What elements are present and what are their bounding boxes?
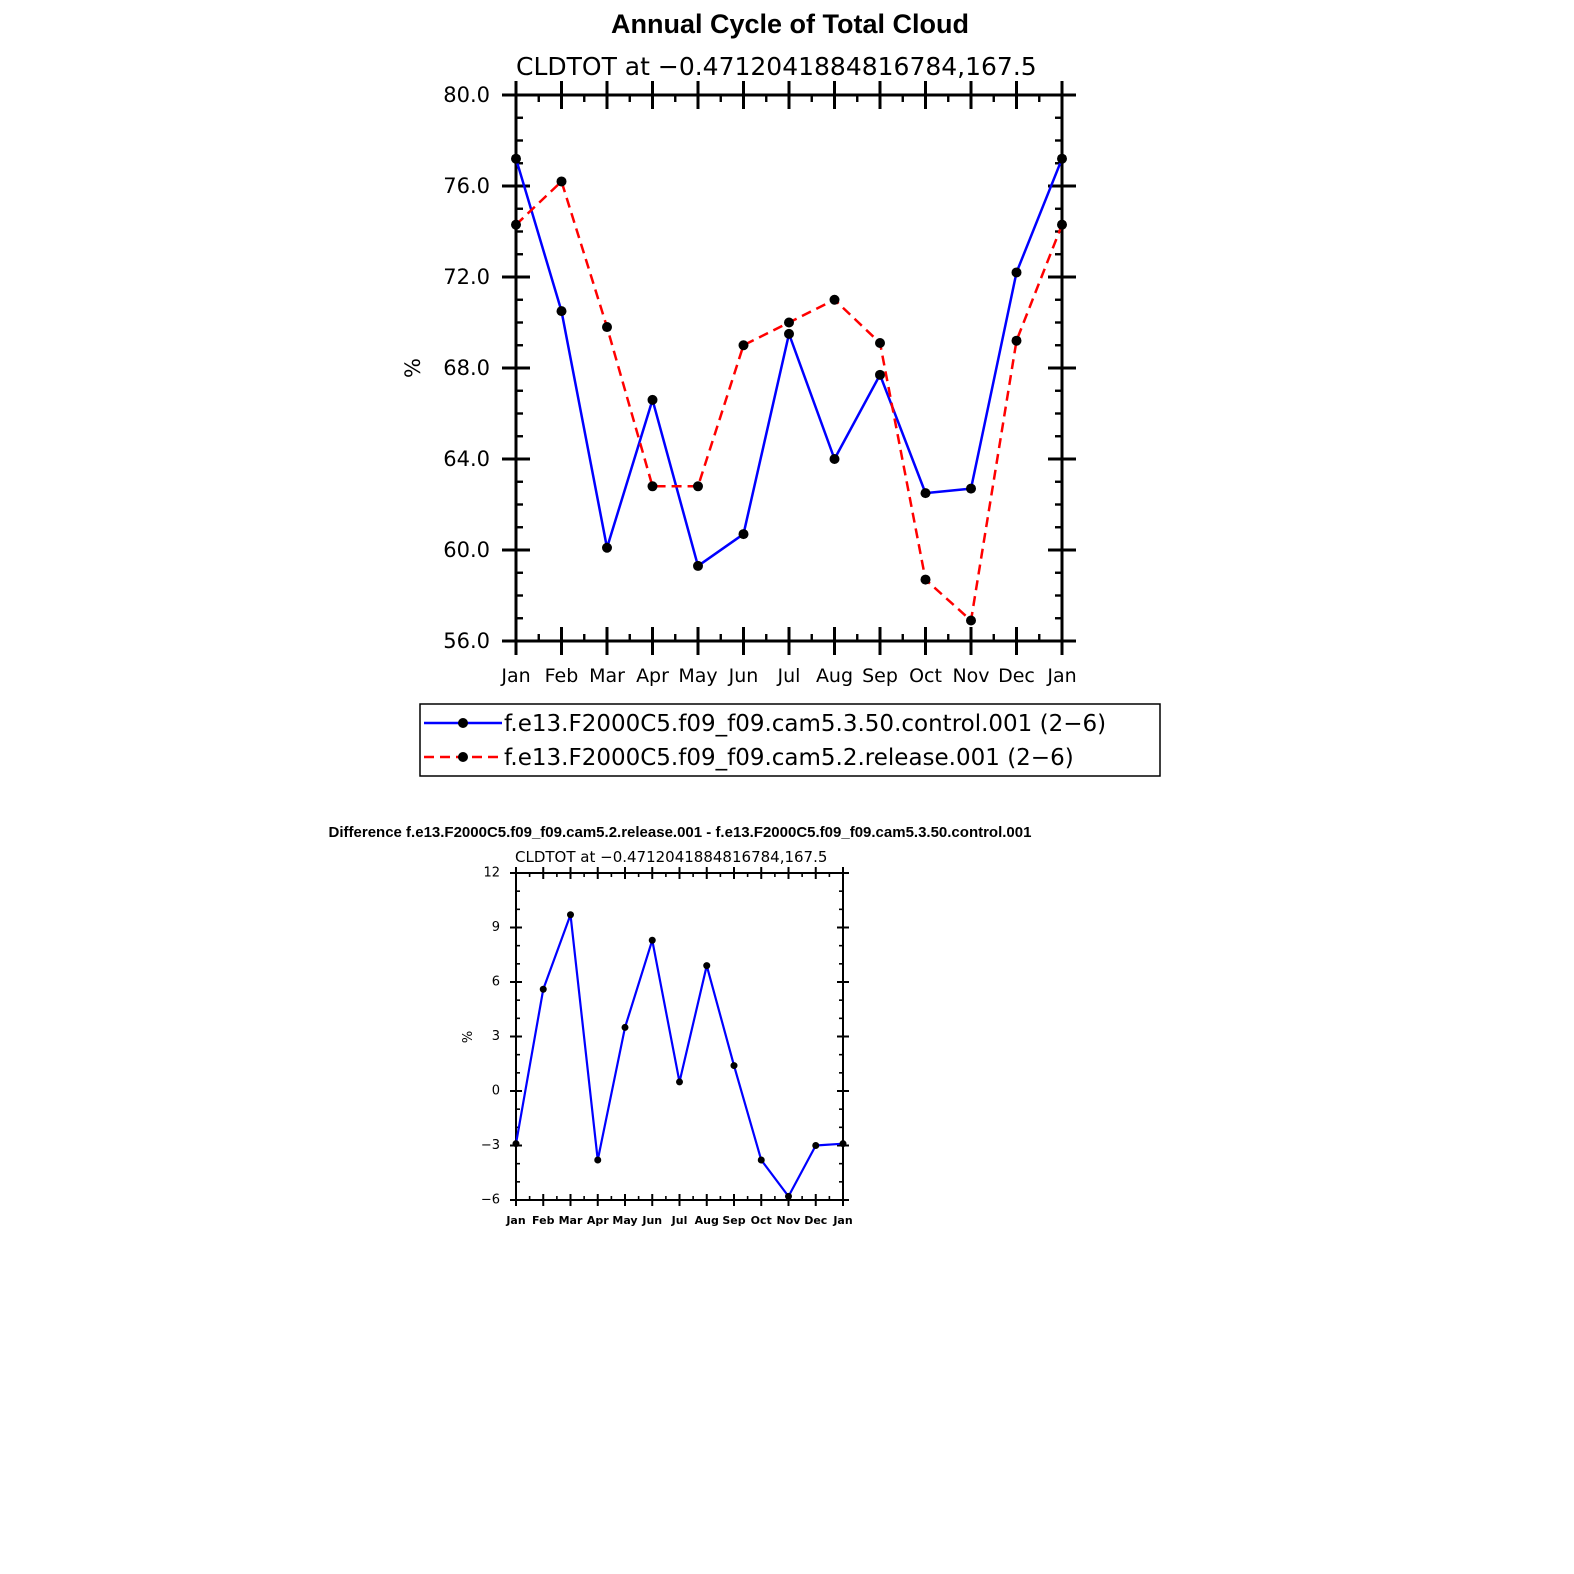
x-tick-label: Jan <box>832 1214 852 1227</box>
series-2-point <box>511 219 521 230</box>
y-tick-label: 60.0 <box>443 538 490 562</box>
series-1-point <box>784 328 794 339</box>
series-2-line <box>515 180 1064 622</box>
x-tick-label: Apr <box>636 665 669 687</box>
legend-label-series-2: f.e13.F2000C5.f09_f09.cam5.2.release.001… <box>504 745 1074 771</box>
series-1-point <box>567 911 574 919</box>
chart2-ylabel: % <box>461 1031 476 1043</box>
series-1-point <box>539 985 547 993</box>
x-tick-label: Apr <box>587 1214 609 1227</box>
y-tick-label: 56.0 <box>443 629 490 653</box>
series-1-point <box>1011 267 1022 278</box>
x-tick-label: Jul <box>671 1214 688 1227</box>
x-tick-label: Dec <box>804 1214 827 1227</box>
x-tick-label: Jul <box>777 665 801 687</box>
series-1-point <box>966 483 976 494</box>
legend-label-series-1: f.e13.F2000C5.f09_f09.cam5.3.50.control.… <box>504 711 1106 737</box>
series-1-point <box>648 936 656 944</box>
series-2-point <box>784 317 794 328</box>
series-1-point <box>1057 153 1067 164</box>
x-tick-label: Oct <box>751 1214 772 1227</box>
series-1-line <box>514 913 844 1198</box>
y-tick-label: 0 <box>492 1084 500 1099</box>
chart2-title: Difference f.e13.F2000C5.f09_f09.cam5.2.… <box>329 824 1032 841</box>
x-tick-label: Feb <box>545 665 579 687</box>
chart1-legend: f.e13.F2000C5.f09_f09.cam5.3.50.control.… <box>419 703 1161 777</box>
series-1-point <box>730 1062 738 1070</box>
series-1-line <box>514 158 1064 568</box>
series-2-point <box>920 574 931 585</box>
x-tick-label: Nov <box>777 1214 802 1227</box>
series-1-point <box>812 1142 820 1149</box>
chart1-ylabel: % <box>401 358 425 378</box>
series-1-point <box>829 454 840 464</box>
x-tick-label: Mar <box>589 665 625 687</box>
series-2-point <box>1011 335 1022 346</box>
series-2-point <box>602 322 612 333</box>
series-2-point <box>556 176 567 187</box>
series-1-point <box>738 529 749 540</box>
x-tick-label: Aug <box>695 1214 719 1227</box>
x-tick-label: Jun <box>641 1214 662 1227</box>
x-tick-label: May <box>678 665 717 687</box>
series-2-point <box>738 340 749 351</box>
series-2-point <box>875 337 885 348</box>
chart2-subtitle: CLDTOT at −0.4712041884816784,167.5 <box>515 848 827 866</box>
x-tick-label: Jan <box>500 665 530 687</box>
y-tick-label: 6 <box>492 975 500 990</box>
series-1-point <box>602 542 612 553</box>
y-tick-label: 68.0 <box>443 356 490 380</box>
chart1-subtitle: CLDTOT at −0.4712041884816784,167.5 <box>516 52 1037 81</box>
x-tick-label: Sep <box>862 665 898 687</box>
plot-frame <box>515 872 844 1201</box>
y-tick-label: 76.0 <box>443 174 490 198</box>
series-2-point <box>647 481 658 492</box>
series-1-point <box>839 1140 847 1148</box>
series-1-point <box>594 1156 602 1164</box>
series-2-point <box>966 615 976 626</box>
series-1-point <box>785 1192 792 1200</box>
x-tick-label: Jan <box>505 1214 525 1227</box>
y-tick-label: 80.0 <box>443 83 490 107</box>
x-tick-label: Oct <box>909 665 942 687</box>
x-tick-label: Mar <box>559 1214 583 1227</box>
series-1-point <box>703 962 711 970</box>
y-tick-label: −6 <box>481 1193 500 1208</box>
plot-frame <box>514 93 1064 643</box>
y-tick-label: −3 <box>481 1138 500 1153</box>
series-1-point <box>556 306 567 317</box>
chart1-plot: 80.0 76.0 72.0 68.0 64.0 60.0 56.0 Jan Feb Mar Apr… <box>443 81 1077 687</box>
series-1-point <box>512 1140 520 1148</box>
series-1-point <box>920 488 931 499</box>
legend-marker-series-2 <box>458 752 468 762</box>
series-1-point <box>511 153 521 164</box>
x-tick-label: Nov <box>952 665 989 687</box>
chart1-title: Annual Cycle of Total Cloud <box>611 9 969 39</box>
series-1-point <box>757 1156 765 1164</box>
legend-box <box>419 703 1161 777</box>
y-tick-label: 64.0 <box>443 447 490 471</box>
x-tick-label: Jun <box>728 665 759 687</box>
x-tick-label: Dec <box>998 665 1035 687</box>
x-tick-label: May <box>612 1214 637 1227</box>
series-1-point <box>647 394 658 405</box>
series-2-point <box>829 294 840 305</box>
series-1-point <box>676 1078 683 1086</box>
legend-marker-series-1 <box>458 718 468 728</box>
y-tick-label: 72.0 <box>443 265 490 289</box>
y-tick-label: 12 <box>483 866 500 881</box>
series-1-point <box>621 1023 629 1031</box>
x-tick-label: Sep <box>722 1214 745 1227</box>
series-2-point <box>693 481 703 492</box>
y-tick-label: 3 <box>492 1029 500 1044</box>
x-tick-label: Jan <box>1046 665 1076 687</box>
chart2-plot: 12 9 6 3 0 −3 −6 Jan Feb Mar Apr May Jun Jul Aug Sep Oct… <box>481 866 853 1228</box>
y-tick-label: 9 <box>492 920 500 935</box>
x-tick-label: Feb <box>532 1214 555 1227</box>
series-1-point <box>693 560 703 571</box>
series-1-point <box>875 369 885 380</box>
x-tick-label: Aug <box>816 665 853 687</box>
series-2-point <box>1057 219 1067 230</box>
